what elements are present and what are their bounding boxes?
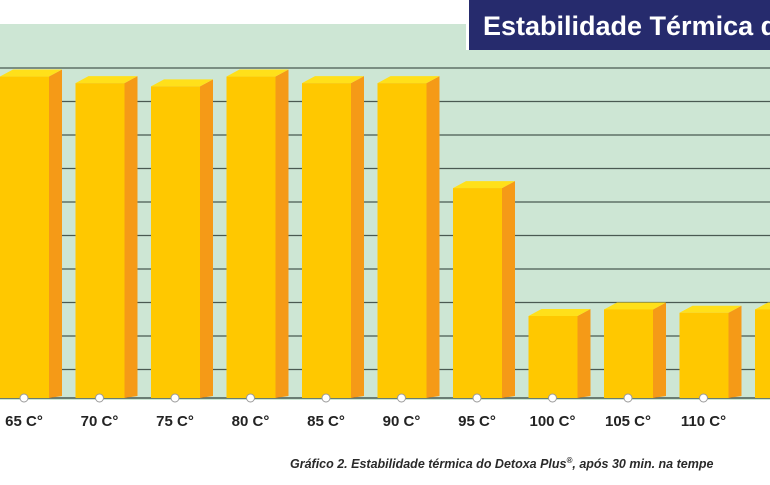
axis-tick-dot <box>472 393 482 403</box>
bar-top <box>377 76 440 84</box>
bar-side <box>502 181 515 398</box>
bar-group <box>0 69 62 398</box>
bar-group <box>528 309 591 398</box>
caption-registered-mark: ® <box>566 456 573 465</box>
axis-tick-dot <box>321 393 331 403</box>
bar-top <box>604 302 666 310</box>
bars <box>0 69 770 399</box>
axis-tick-dot <box>397 393 406 403</box>
bar-group <box>377 76 440 399</box>
axis-tick-dot <box>95 393 104 403</box>
bar <box>226 76 276 398</box>
bar <box>453 188 502 398</box>
axis-tick-dot <box>623 393 633 403</box>
bar-group <box>226 69 289 398</box>
bar-top <box>75 76 138 84</box>
axis-tick-dot <box>19 393 29 403</box>
bar-group <box>151 79 213 399</box>
x-tick-label: 85 C° <box>307 413 345 430</box>
bar <box>755 309 770 398</box>
caption-text: Gráfico 2. Estabilidade térmica do Detox… <box>290 457 567 472</box>
x-tick-label: 65 C° <box>5 413 43 430</box>
bar-side <box>653 302 666 398</box>
x-tick-label: 90 C° <box>383 413 421 430</box>
bar-side <box>200 79 213 399</box>
bar-top <box>679 305 742 313</box>
bar-side <box>124 76 138 399</box>
axis-tick-dot <box>170 393 180 403</box>
bar-side <box>49 69 62 398</box>
bar-top <box>302 76 364 84</box>
bar-side <box>728 305 742 398</box>
bar <box>528 316 578 398</box>
axis-tick-dot <box>246 393 255 403</box>
bar-side <box>426 76 440 399</box>
bar-group <box>75 76 138 399</box>
axis-tick-dot <box>699 393 708 403</box>
bar <box>151 86 200 399</box>
x-tick-label: 95 C° <box>458 413 496 430</box>
bar-top <box>755 302 770 310</box>
x-tick-label: 110 C° <box>681 413 726 430</box>
x-tick-label: 105 C° <box>605 413 651 430</box>
x-tick-label: 100 C° <box>529 413 575 430</box>
bar-top <box>528 309 591 316</box>
bar-top <box>226 69 289 77</box>
bar-top <box>453 181 515 189</box>
x-tick-label: 80 C° <box>232 413 270 430</box>
bar <box>75 83 125 399</box>
bar-side <box>275 69 289 398</box>
bar <box>604 309 653 398</box>
bar <box>0 76 49 398</box>
tick-labels: 65 C° 70 C° 75 C° 80 C° 85 C° 90 C° 95 C° 100 C… <box>5 393 726 430</box>
bar <box>377 83 427 399</box>
x-tick-label: 75 C° <box>156 413 194 430</box>
caption-text-end: , após 30 min. na tempe <box>572 457 714 472</box>
axis-tick-dot <box>548 393 557 403</box>
bar-group <box>302 76 364 399</box>
bar-top <box>0 69 62 77</box>
bar-group <box>755 302 770 398</box>
x-tick-label: 70 C° <box>81 413 119 430</box>
bar-top <box>151 79 213 87</box>
bar <box>679 312 729 398</box>
bar-group <box>679 305 742 398</box>
bar-side <box>351 76 364 399</box>
bar-group <box>453 181 515 398</box>
bar <box>302 83 351 399</box>
chart-title: Estabilidade Térmica do D <box>466 0 770 50</box>
bar-side <box>577 309 591 398</box>
chart-caption: Gráfico 2. Estabilidade térmica do Detox… <box>290 456 770 478</box>
bar-group <box>604 302 666 398</box>
